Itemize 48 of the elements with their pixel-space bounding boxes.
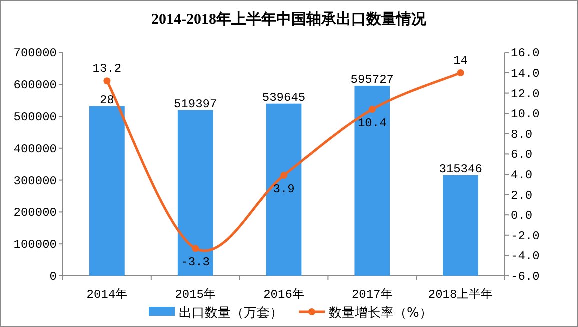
y2-tick-label: 14.0 <box>511 67 540 81</box>
data-label: 315346 <box>439 162 482 176</box>
y2-tick-label: 0.0 <box>511 209 533 224</box>
y2-tick-label: -4.0 <box>511 250 540 264</box>
bar <box>354 86 390 276</box>
y2-tick-label: 12.0 <box>511 87 540 102</box>
legend-label: 出口数量（万套） <box>179 306 283 321</box>
x-tick-label: 2014年 <box>86 288 128 302</box>
y2-tick-label: -6.0 <box>511 270 540 284</box>
x-tick-label: 2015年 <box>175 288 216 302</box>
y-tick-label: 700000 <box>14 46 57 61</box>
data-label: 3.9 <box>273 182 295 197</box>
data-label: 10.4 <box>358 116 387 131</box>
y2-tick-label: 4.0 <box>511 168 533 182</box>
y-tick-label: 200000 <box>14 206 57 220</box>
data-label: 13.2 <box>92 62 122 76</box>
data-label: -3.3 <box>181 256 210 270</box>
bar <box>90 106 125 276</box>
point <box>192 245 200 252</box>
y-tick-label: 400000 <box>14 142 57 156</box>
point <box>457 70 464 76</box>
bar <box>443 175 478 276</box>
y-tick-label: 0 <box>50 270 57 284</box>
y2-tick-label: 10.0 <box>511 108 540 122</box>
y2-tick-label: 6.0 <box>511 148 533 162</box>
y2-tick-label: 8.0 <box>511 128 533 142</box>
chart-title: 2014-2018年上半年中国轴承出口数量情况 <box>152 11 428 28</box>
y-tick-label: 100000 <box>14 238 57 252</box>
legend-label: 数量增长率（%） <box>329 305 432 321</box>
data-label: 595727 <box>350 72 394 87</box>
point <box>104 78 111 85</box>
y-tick-label: 300000 <box>14 174 57 188</box>
data-label: 539645 <box>262 90 306 105</box>
point <box>280 172 288 180</box>
x-tick-label: 2016年 <box>264 288 304 302</box>
bar <box>178 110 214 276</box>
y-tick-label: 500000 <box>14 110 57 124</box>
bar <box>266 104 302 276</box>
y2-tick-label: -2.0 <box>511 229 540 244</box>
x-tick-label: 2018上半年 <box>428 288 494 302</box>
point <box>368 106 376 114</box>
y-tick-label: 600000 <box>14 78 57 93</box>
x-tick-label: 2017年 <box>352 288 393 302</box>
annotation: 28 <box>100 93 114 108</box>
y2-tick-label: 16.0 <box>511 46 540 61</box>
y2-tick-label: 2.0 <box>511 188 533 203</box>
data-label: 519397 <box>174 97 218 112</box>
data-label: 14 <box>454 54 468 68</box>
